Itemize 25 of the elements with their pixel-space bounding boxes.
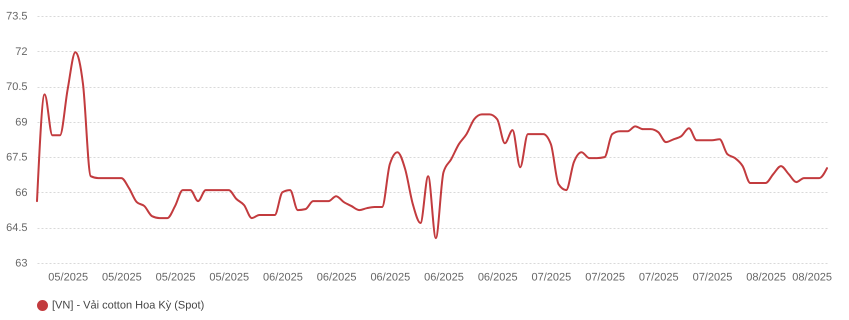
x-tick-label: 06/2025 — [478, 272, 518, 284]
x-tick-label: 07/2025 — [638, 272, 679, 284]
x-tick-label: 07/2025 — [585, 272, 625, 284]
y-tick-label: 73.5 — [6, 10, 28, 22]
legend-label: [VN] - Vải cotton Hoa Kỳ (Spot) — [52, 300, 204, 312]
x-tick-label: 06/2025 — [424, 272, 464, 284]
x-tick-label: 05/2025 — [209, 272, 250, 284]
y-tick-label: 72 — [15, 46, 28, 58]
y-tick-label: 70.5 — [6, 81, 28, 94]
y-tick-label: 66 — [15, 186, 28, 199]
y-tick-label: 64.5 — [6, 222, 28, 234]
x-tick-label: 06/2025 — [370, 272, 410, 284]
y-tick-label: 63 — [15, 258, 28, 270]
x-tick-label: 06/2025 — [263, 272, 303, 284]
y-tick-label: 69 — [15, 116, 28, 128]
x-tick-label: 05/2025 — [102, 272, 142, 284]
x-tick-label: 05/2025 — [48, 272, 88, 284]
x-tick-label: 08/2025 — [746, 272, 786, 284]
x-tick-label: 06/2025 — [316, 272, 357, 284]
x-tick-label: 08/2025 — [792, 272, 832, 284]
x-tick-label: 05/2025 — [156, 272, 196, 284]
x-tick-label: 07/2025 — [532, 272, 572, 284]
line-series — [36, 51, 828, 240]
x-tick-label: 07/2025 — [692, 272, 732, 284]
y-tick-label: 67.5 — [6, 152, 28, 164]
